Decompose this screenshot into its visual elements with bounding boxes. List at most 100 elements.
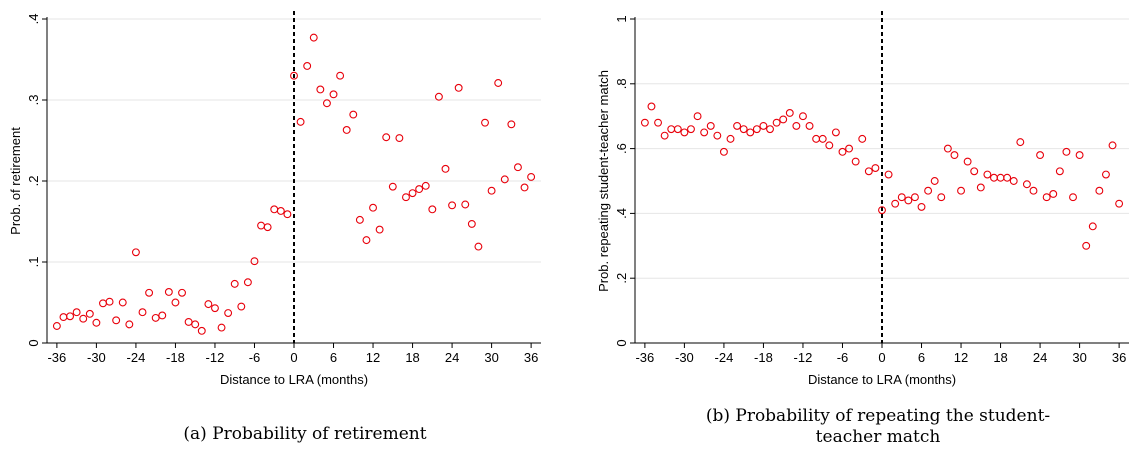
data-point — [772, 118, 781, 127]
data-point — [316, 85, 325, 94]
data-point — [178, 288, 186, 297]
data-point — [1049, 190, 1058, 198]
data-point — [355, 215, 364, 224]
data-point — [421, 181, 430, 190]
data-point — [494, 79, 503, 87]
data-point — [296, 117, 305, 126]
x-tick-label: 18 — [405, 350, 419, 365]
data-point — [283, 210, 292, 219]
data-point — [369, 203, 377, 212]
data-point — [329, 90, 338, 99]
data-point — [766, 125, 774, 134]
data-point — [507, 120, 516, 129]
data-point — [1115, 199, 1124, 208]
data-point — [739, 125, 748, 134]
data-point — [527, 173, 536, 181]
data-point — [349, 110, 358, 119]
data-point — [191, 320, 200, 329]
data-point — [434, 92, 443, 101]
x-tick-label: 12 — [366, 350, 380, 365]
data-point — [184, 317, 193, 326]
data-point — [388, 182, 397, 191]
data-point — [924, 186, 933, 195]
data-point — [336, 71, 345, 80]
x-tick-label: -30 — [675, 350, 694, 365]
data-point — [66, 312, 75, 321]
data-point — [303, 62, 312, 70]
data-point — [467, 219, 476, 228]
data-point — [441, 164, 450, 173]
scatter-chart-repeat-match: 0 .2 .4 .6 .8 1 -36 -30 -24 -18 -12 -6 0 6 12 18 24 30 36 D… — [596, 11, 1129, 387]
data-point — [230, 279, 239, 288]
data-point — [415, 185, 424, 194]
data-point — [1101, 170, 1110, 179]
data-point — [785, 109, 794, 117]
chart-panel-retirement: 0 .1 .2 .3 .4 -36 -30 -24 -18 -12 -6 0 6 12 18 24 30 36 Di… — [8, 11, 541, 444]
data-point — [733, 121, 742, 130]
data-point — [726, 134, 735, 143]
data-point — [131, 248, 140, 257]
data-point — [943, 144, 952, 153]
x-tick-label: 30 — [1072, 350, 1086, 365]
data-point — [812, 134, 821, 143]
data-point — [408, 189, 417, 198]
data-point — [224, 309, 233, 317]
data-point — [428, 205, 437, 214]
data-point — [197, 326, 206, 335]
data-point — [1036, 151, 1045, 160]
data-point — [825, 141, 834, 150]
y-tick-label: .1 — [26, 257, 41, 268]
x-axis-label: Distance to LRA (months) — [220, 372, 368, 387]
data-point — [660, 131, 669, 140]
data-point — [448, 201, 457, 210]
data-point — [52, 322, 61, 330]
data-point — [983, 170, 992, 179]
data-point — [1009, 177, 1018, 185]
data-point — [917, 202, 926, 211]
data-point — [211, 304, 219, 313]
data-point — [845, 144, 854, 153]
data-point — [904, 196, 913, 205]
y-tick-label: 0 — [26, 339, 41, 346]
data-point — [250, 257, 259, 266]
x-tick-label: -36 — [635, 350, 654, 365]
data-point — [481, 118, 489, 127]
scatter-chart-retirement: 0 .1 .2 .3 .4 -36 -30 -24 -18 -12 -6 0 6 12 18 24 30 36 Di… — [8, 11, 541, 387]
data-point — [891, 199, 900, 208]
x-tick-label: -18 — [754, 350, 773, 365]
data-point — [752, 125, 761, 134]
data-point — [243, 278, 252, 287]
data-point — [884, 170, 893, 179]
data-point — [805, 121, 814, 130]
data-point — [276, 207, 285, 215]
data-point — [342, 126, 351, 134]
data-point — [138, 308, 147, 317]
data-point — [950, 151, 959, 160]
data-point — [996, 173, 1005, 182]
data-point — [713, 131, 722, 140]
x-tick-label: 24 — [445, 350, 459, 365]
data-point — [719, 147, 728, 156]
data-point — [164, 288, 173, 296]
y-tick-label: .2 — [26, 176, 41, 187]
data-point — [158, 311, 167, 320]
chart-caption: (b) Probability of repeating the student… — [705, 406, 1051, 447]
data-point — [667, 125, 676, 134]
data-point — [1095, 186, 1104, 195]
x-tick-label: 30 — [484, 350, 498, 365]
data-point — [1075, 151, 1084, 160]
data-point — [700, 128, 709, 137]
data-point — [362, 236, 371, 245]
data-point — [151, 313, 160, 322]
data-point — [257, 221, 266, 230]
data-point — [270, 205, 279, 214]
data-point — [1022, 180, 1031, 189]
data-point — [145, 288, 154, 297]
data-point — [851, 157, 860, 166]
data-point — [520, 183, 529, 192]
data-point — [513, 163, 522, 172]
data-point — [706, 121, 715, 130]
data-point — [1029, 186, 1038, 195]
data-point — [112, 316, 121, 325]
x-tick-label: 6 — [918, 350, 925, 365]
